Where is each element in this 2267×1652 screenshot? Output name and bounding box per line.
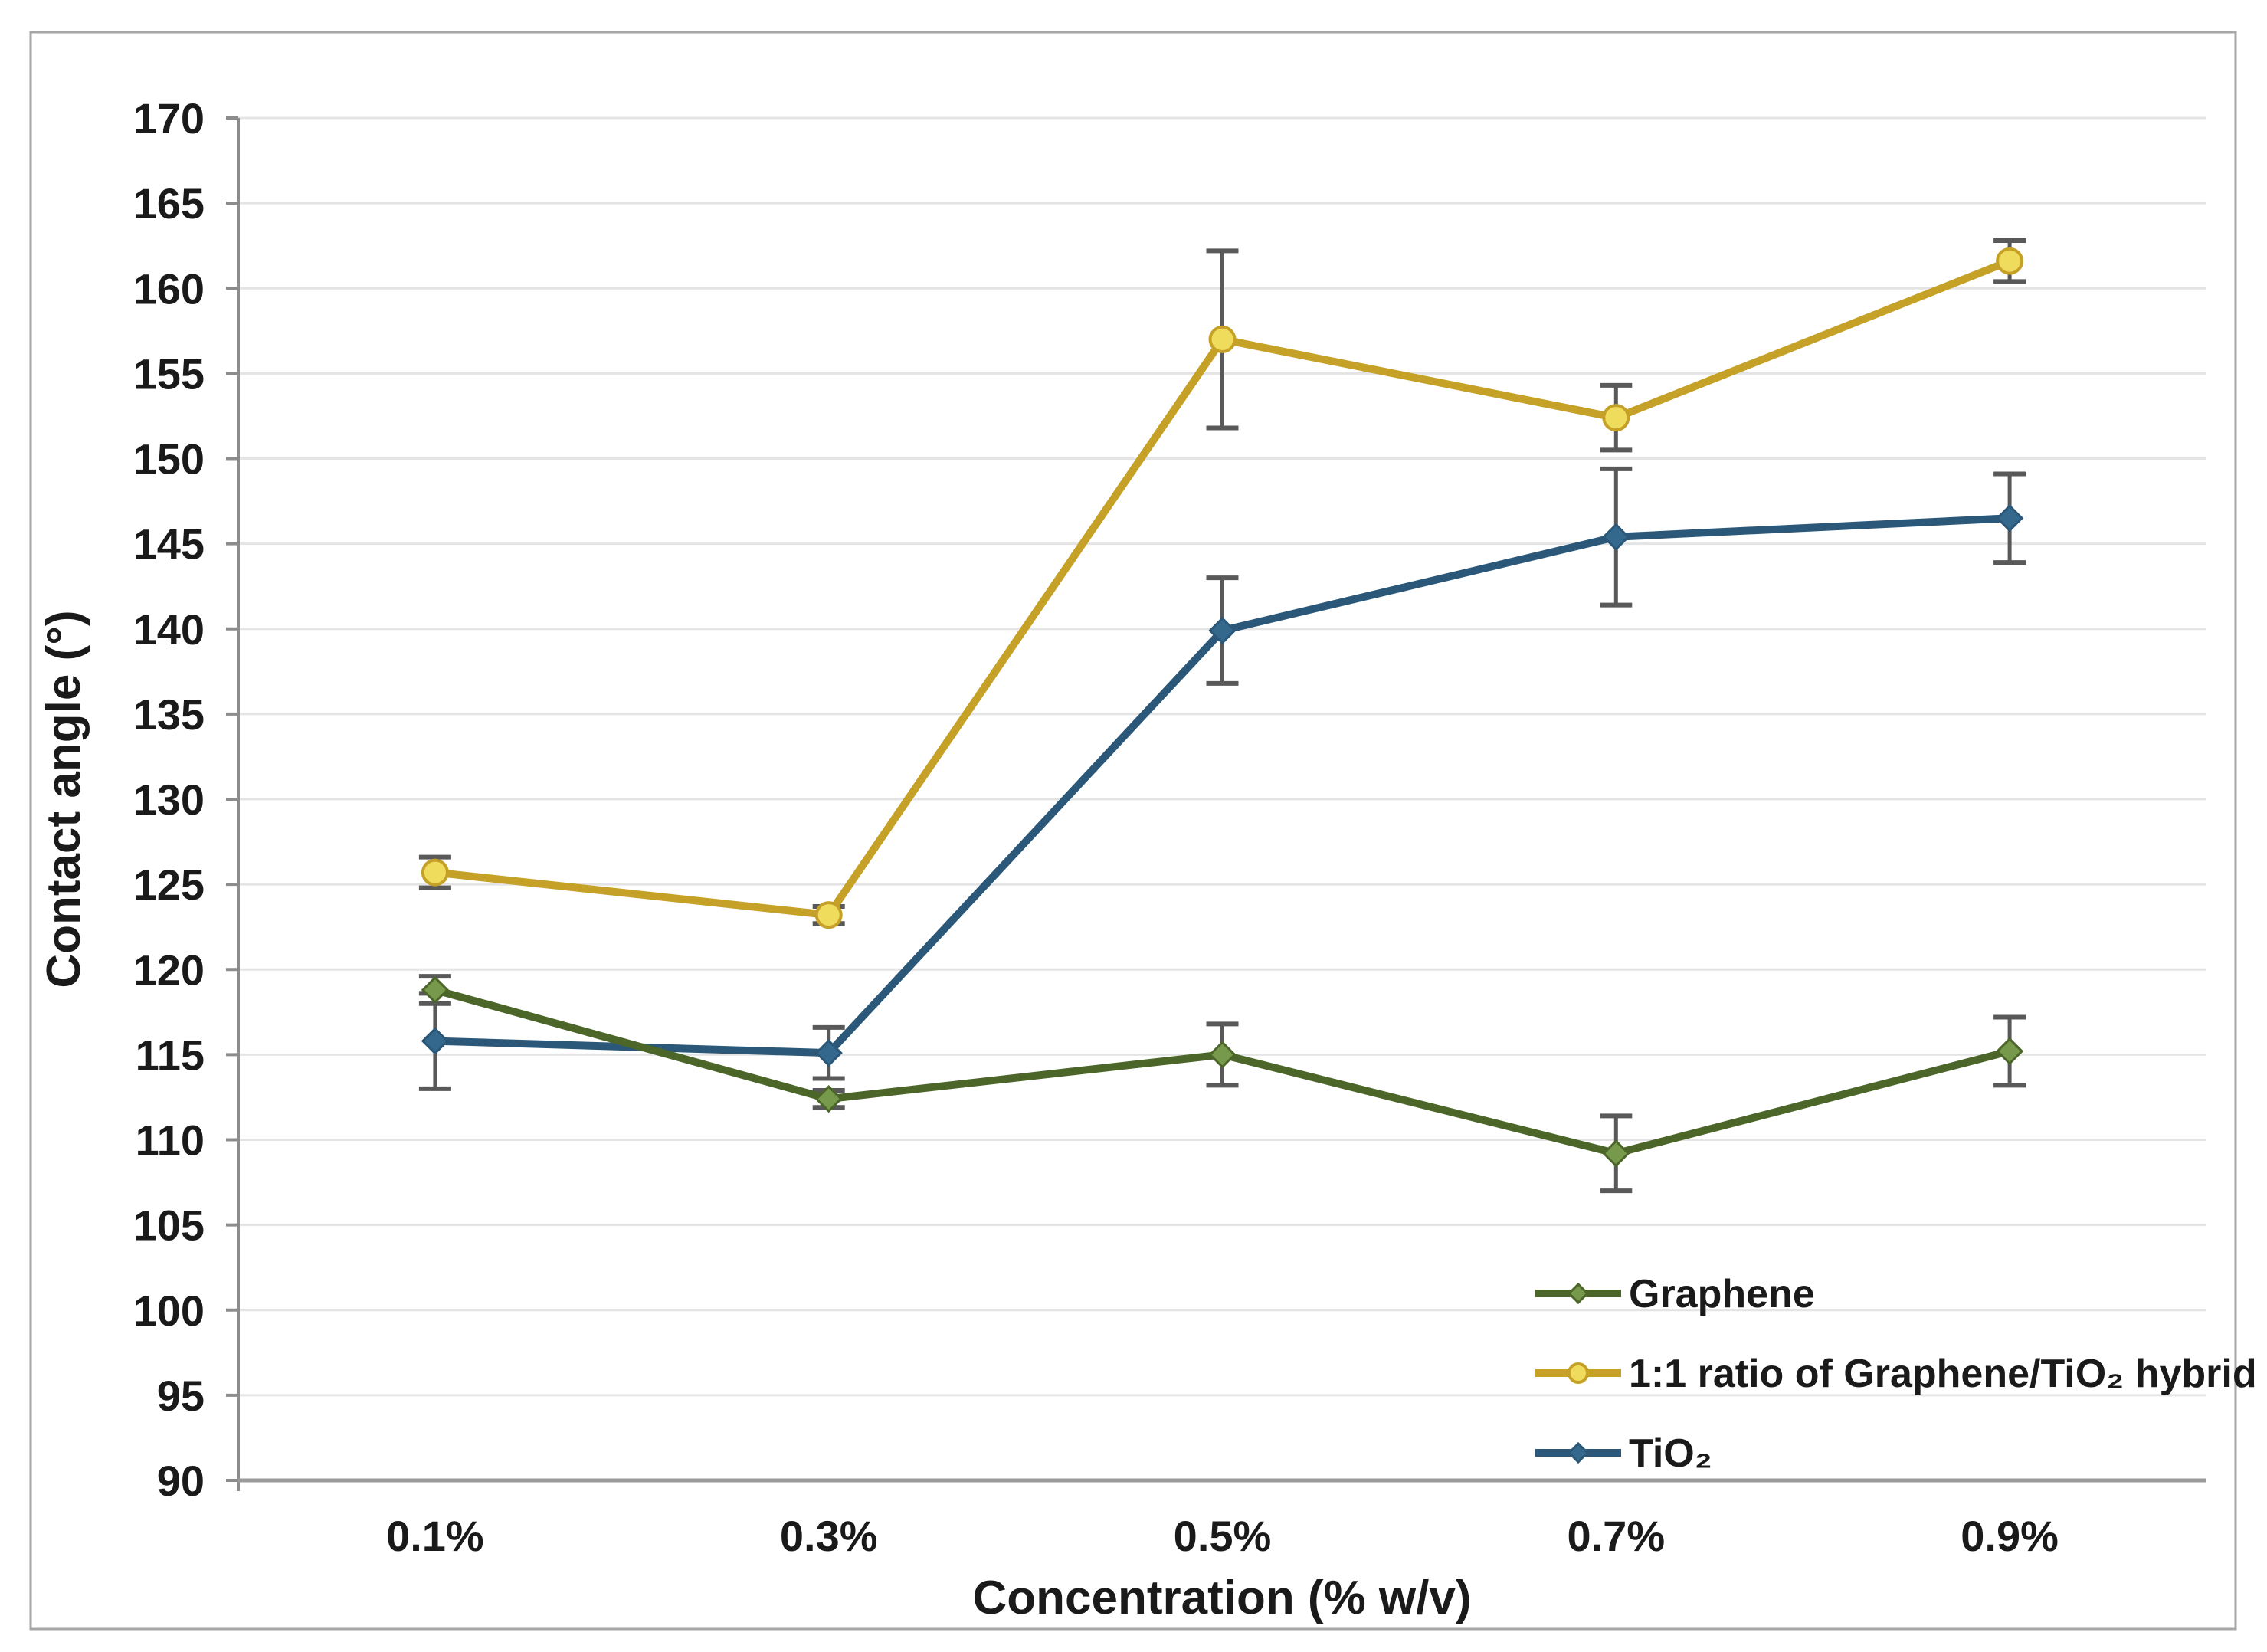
data-point-marker — [814, 1085, 843, 1113]
legend-label: Graphene — [1629, 1272, 1815, 1316]
data-point-marker — [814, 1039, 843, 1067]
y-tick-label: 145 — [133, 520, 205, 569]
y-tick-label: 150 — [133, 435, 205, 483]
y-tick-label: 115 — [136, 1031, 205, 1079]
legend-item: Graphene — [1535, 1272, 1815, 1316]
data-point-marker — [1602, 1139, 1630, 1168]
y-tick-label: 165 — [133, 179, 205, 228]
y-tick-label: 95 — [157, 1372, 205, 1420]
y-tick-label: 120 — [133, 946, 205, 994]
legend-layer: Graphene 1:1 ratio of Graphene/TiO₂ hybri… — [1535, 1272, 2257, 1476]
y-tick-label: 130 — [133, 775, 205, 824]
data-point-marker — [1995, 1037, 2024, 1066]
series-3 — [418, 466, 2026, 1091]
y-tick-label: 100 — [133, 1287, 205, 1335]
data-point-marker — [1208, 1041, 1237, 1069]
data-point-marker — [1996, 247, 2024, 275]
series-layer — [418, 238, 2026, 1194]
data-point-marker — [1567, 1282, 1590, 1305]
data-point-marker — [1602, 523, 1630, 551]
data-point-marker — [1568, 1362, 1589, 1384]
legend-item: TiO₂ — [1535, 1431, 1712, 1476]
legend-label: 1:1 ratio of Graphene/TiO₂ hybrid — [1629, 1352, 2257, 1396]
x-axis-title: Concentration (% w/v) — [972, 1572, 1471, 1624]
data-point-marker — [1602, 404, 1630, 432]
data-point-marker — [1995, 504, 2024, 533]
data-point-marker — [1567, 1441, 1590, 1464]
data-point-marker — [421, 975, 450, 1005]
figure-border — [29, 31, 2237, 1631]
y-tick-label: 160 — [133, 264, 205, 313]
y-axis-title: Contact angle (°) — [38, 610, 90, 988]
y-tick-label: 155 — [133, 349, 205, 398]
y-tick-label: 105 — [133, 1201, 205, 1250]
axes-layer — [226, 116, 2206, 1491]
legend-item: 1:1 ratio of Graphene/TiO₂ hybrid — [1535, 1352, 2257, 1396]
data-point-marker — [421, 858, 449, 887]
x-tick-label: 0.9% — [1961, 1512, 2059, 1560]
data-point-marker — [1208, 616, 1237, 645]
legend-label: TiO₂ — [1629, 1431, 1712, 1476]
data-point-marker — [421, 1027, 450, 1055]
data-point-marker — [1208, 325, 1237, 353]
x-tick-label: 0.3% — [780, 1512, 878, 1560]
y-tick-label: 110 — [136, 1116, 205, 1165]
y-tick-label: 135 — [133, 690, 205, 739]
tick-labels-layer: 90 95 100 105 110 115 120 125 130 135 140 145 150 155… — [133, 94, 2059, 1560]
series-1 — [418, 974, 2026, 1194]
y-tick-label: 170 — [133, 94, 205, 143]
y-tick-label: 125 — [133, 860, 205, 909]
x-tick-label: 0.1% — [386, 1512, 484, 1560]
y-tick-label: 140 — [133, 605, 205, 654]
data-point-marker — [814, 901, 843, 929]
series-2 — [418, 238, 2026, 929]
x-tick-label: 0.5% — [1174, 1512, 1272, 1560]
x-tick-label: 0.7% — [1567, 1512, 1665, 1560]
y-tick-label: 90 — [157, 1457, 205, 1505]
